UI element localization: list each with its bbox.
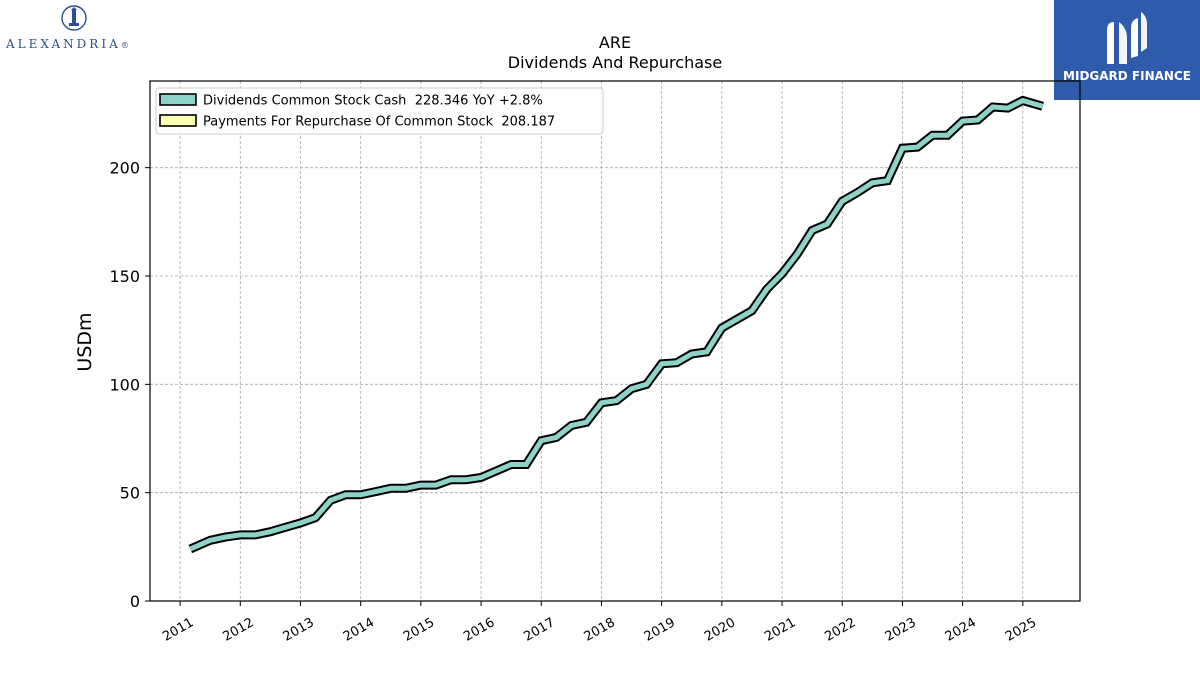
alexandria-logo: ALEXANDRIA®	[0, 0, 150, 60]
data-point	[795, 252, 800, 257]
data-point	[464, 477, 469, 482]
data-point	[599, 400, 604, 405]
data-point	[719, 326, 724, 331]
data-point	[810, 228, 815, 233]
y-tick-label: 100	[109, 375, 140, 394]
midgard-finance-logo: MIDGARD FINANCE	[1054, 0, 1200, 100]
x-tick-label: 2021	[762, 615, 798, 645]
data-point	[253, 532, 258, 537]
series-layer	[188, 95, 1045, 554]
data-point	[1020, 98, 1025, 103]
x-axis: 2011 2012 2013 2014 2015 2016 2017 2018 2019 2020…	[160, 601, 1039, 645]
x-tick-label: 2011	[160, 615, 196, 645]
x-tick-label: 2012	[220, 615, 256, 645]
data-point	[418, 483, 423, 488]
data-point	[704, 349, 709, 354]
data-point	[509, 462, 514, 467]
data-point	[900, 146, 905, 151]
x-tick-label: 2025	[1003, 615, 1039, 645]
registered-mark: ®	[120, 41, 129, 50]
data-point	[569, 423, 574, 428]
x-tick-label: 2017	[521, 615, 557, 645]
data-point	[208, 538, 213, 543]
data-point	[268, 529, 273, 534]
midgard-m-icon	[1107, 12, 1147, 64]
x-tick-label: 2024	[943, 615, 979, 645]
data-point	[188, 547, 193, 552]
x-tick-label: 2019	[642, 615, 678, 645]
data-point	[403, 486, 408, 491]
data-point	[945, 133, 950, 138]
data-point	[1005, 106, 1010, 111]
alexandria-wordmark: ALEXANDRIA®	[6, 37, 129, 51]
legend-label-dividends: Dividends Common Stock Cash 228.346 YoY …	[203, 94, 543, 109]
x-tick-label: 2022	[822, 615, 858, 645]
y-axis-label: USDm	[74, 312, 96, 371]
legend: Dividends Common Stock Cash 228.346 YoY …	[155, 87, 604, 135]
x-tick-label: 2018	[582, 615, 618, 645]
data-point	[328, 498, 333, 503]
data-point	[1040, 104, 1045, 109]
data-point	[674, 360, 679, 365]
data-point	[343, 492, 348, 497]
data-point	[298, 521, 303, 526]
data-point	[644, 382, 649, 387]
data-point	[238, 532, 243, 537]
data-point	[885, 178, 890, 183]
data-point	[433, 483, 438, 488]
data-point	[614, 398, 619, 403]
midgard-wordmark: MIDGARD FINANCE	[1063, 69, 1191, 83]
data-point	[584, 420, 589, 425]
data-point	[975, 118, 980, 123]
y-axis: 0 50 100 150 200	[109, 159, 150, 611]
legend-swatch-dividends	[159, 93, 197, 106]
data-point	[960, 119, 965, 124]
legend-box	[155, 87, 604, 135]
data-point	[223, 535, 228, 540]
data-point	[659, 361, 664, 366]
data-point	[855, 190, 860, 195]
y-tick-label: 200	[109, 159, 140, 178]
series-line-0	[189, 97, 1044, 552]
data-point	[749, 308, 754, 313]
plot-frame	[149, 80, 1081, 602]
data-point	[689, 352, 694, 357]
y-tick-label: 50	[120, 484, 140, 503]
data-point	[313, 515, 318, 520]
data-point	[449, 477, 454, 482]
y-tick-label: 150	[109, 267, 140, 286]
x-tick-label: 2015	[401, 615, 437, 645]
data-point	[539, 438, 544, 443]
x-tick-label: 2014	[341, 615, 377, 645]
data-point	[524, 462, 529, 467]
chart-title: ARE	[599, 33, 631, 52]
data-point	[915, 145, 920, 150]
data-point	[930, 133, 935, 138]
data-point	[479, 475, 484, 480]
data-point	[765, 287, 770, 292]
data-point	[388, 486, 393, 491]
data-point	[734, 317, 739, 322]
x-tick-label: 2013	[281, 615, 317, 645]
data-point	[373, 489, 378, 494]
y-tick-label: 0	[130, 592, 140, 611]
data-point	[870, 180, 875, 185]
legend-label-repurchase: Payments For Repurchase Of Common Stock …	[203, 115, 555, 130]
x-tick-label: 2023	[883, 615, 919, 645]
x-tick-label: 2016	[461, 615, 497, 645]
data-point	[840, 199, 845, 204]
legend-swatch-repurchase	[159, 114, 197, 127]
data-point	[825, 222, 830, 227]
data-point	[494, 469, 499, 474]
chart-subtitle: Dividends And Repurchase	[508, 53, 722, 72]
data-point	[990, 105, 995, 110]
data-point	[283, 525, 288, 530]
data-point	[780, 271, 785, 276]
x-tick-label: 2020	[702, 615, 738, 645]
data-point	[629, 386, 634, 391]
data-point	[358, 492, 363, 497]
data-point	[554, 435, 559, 440]
lighthouse-seal-icon	[61, 5, 87, 31]
